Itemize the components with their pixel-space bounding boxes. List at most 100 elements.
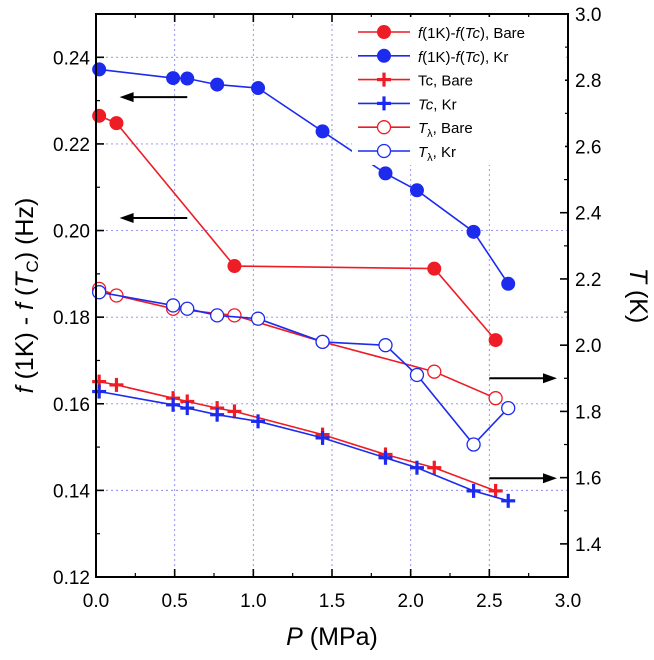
x-axis-title-unit: (MPa) [303, 623, 378, 651]
legend-item-tl_kr: Tλ, Kr [358, 143, 456, 164]
data-point-tl_kr [180, 301, 195, 316]
x-tick-label: 1.5 [319, 591, 345, 612]
data-point-tc_bare [227, 404, 242, 419]
data-point-tl_kr [165, 298, 181, 313]
data-point-tc_bare [109, 377, 124, 392]
series-line-tl_kr [98, 291, 509, 446]
yl-part-3: f [11, 300, 39, 310]
data-point-f_bare [109, 116, 124, 131]
y-right-tick-label: 1.6 [575, 469, 601, 490]
legend-label: f(1K)-f(Tc), Bare [418, 25, 525, 42]
data-point-tc_kr [251, 414, 266, 429]
data-point-f_kr [378, 166, 393, 181]
y-right-tick-label: 2.0 [575, 336, 601, 357]
grid [96, 14, 568, 577]
series-tc_kr [92, 384, 516, 508]
data-point-tc_bare [488, 483, 503, 498]
legend-label-part: Tc [418, 96, 434, 113]
yl-part-2: (1K) - [11, 310, 39, 386]
data-point-tl_kr [501, 400, 516, 416]
legend-label-part: λ [427, 128, 433, 140]
y-right-tick-label: 2.8 [575, 71, 601, 92]
legend-label-part: ), Bare [480, 25, 525, 42]
data-point-tl_kr [466, 437, 481, 452]
data-point-f_bare [227, 259, 242, 274]
yl-part-6: C [23, 260, 42, 272]
data-point-tl_bare [427, 364, 442, 379]
legend-label-part: , Bare [433, 120, 473, 137]
data-point-f_kr [409, 183, 424, 198]
y-right-tick-label: 3.0 [575, 5, 601, 26]
legend-item-tl_bare: Tλ, Bare [358, 120, 473, 140]
series-tc_bare [92, 374, 503, 498]
series-tl_kr [91, 285, 516, 452]
data-point-tl_bare [227, 308, 242, 323]
data-point-tl_kr [315, 334, 330, 350]
series-layer [91, 62, 516, 508]
arrow-right-annotation [489, 473, 557, 484]
y-right-tick-label: 1.4 [575, 535, 602, 556]
x-tick-label: 1.0 [240, 591, 266, 612]
data-point-f_kr [92, 62, 107, 77]
data-point-f_kr [466, 224, 481, 239]
y-left-tick-label: 0.24 [53, 48, 90, 69]
y-left-tick-label: 0.14 [53, 481, 90, 502]
series-tl_bare [91, 281, 503, 406]
data-point-f_kr [180, 71, 195, 86]
data-point-tl_kr [250, 311, 266, 326]
data-point-tc_kr [501, 493, 516, 508]
tick-labels: 0.0 0.5 1.0 1.5 2.0 2.5 3.0 0.12 0.14 0.16 0.18 0.2… [53, 5, 602, 612]
x-axis-title: P (MPa) [286, 623, 378, 651]
data-point-tc_kr [210, 407, 225, 422]
legend-label: Tλ, Kr [418, 144, 456, 164]
x-tick-label: 2.5 [476, 591, 502, 612]
legend-label-part: Tc [465, 49, 481, 66]
legend-item-tc_bare: Tc, Bare [358, 72, 473, 90]
data-point-tl_bare [488, 391, 503, 406]
legend-label-part: f [418, 25, 424, 42]
arrow-right-annotation [489, 373, 557, 384]
yl-part-4: ( [11, 287, 39, 303]
data-point-tc_kr [315, 430, 330, 445]
x-tick-label: 3.0 [555, 591, 581, 612]
data-point-f_kr [315, 124, 330, 139]
legend-label-part: (1K)- [422, 49, 455, 66]
data-point-tl_kr [378, 338, 393, 353]
yl-part-5: T [11, 271, 39, 288]
data-point-tc_kr [92, 384, 107, 399]
legend-background [352, 17, 565, 165]
series-line-tc_bare [98, 380, 496, 492]
data-point-tc_kr [466, 483, 481, 498]
y-right-tick-label: 2.6 [575, 137, 601, 158]
y-left-tick-label: 0.22 [53, 135, 90, 156]
yr-part-2: (K) [624, 283, 652, 323]
legend-item-f_bare: f(1K)-f(Tc), Bare [358, 25, 525, 42]
data-point-f_kr [251, 81, 266, 96]
legend-label-part: f [418, 49, 424, 66]
legend-label-part: , Kr [433, 96, 456, 113]
y-left-tick-label: 0.16 [53, 395, 90, 416]
legend-marker [377, 48, 391, 63]
data-point-f_kr [166, 71, 181, 86]
data-point-f_bare [488, 333, 503, 348]
series-line-tl_bare [98, 288, 496, 399]
x-tick-label: 0.0 [83, 591, 109, 612]
data-point-f_bare [92, 108, 107, 123]
y-right-tick-label: 1.8 [575, 402, 601, 423]
x-tick-label: 2.0 [397, 591, 423, 612]
series-line-tc_kr [98, 390, 509, 502]
yl-part-1: f [11, 383, 39, 393]
y-left-tick-label: 0.12 [53, 568, 90, 589]
data-point-f_kr [210, 77, 225, 92]
data-point-tc_kr [378, 450, 393, 465]
data-point-f_kr [501, 276, 516, 291]
legend-label-part: ( [460, 49, 465, 66]
legend-marker [377, 72, 391, 87]
legend-label-part: λ [427, 152, 433, 164]
arrow-left-annotation [119, 92, 188, 103]
legend-label-part: Tc, Bare [418, 73, 473, 90]
x-axis-title-var: P [286, 623, 303, 651]
legend-label-part: f [456, 25, 462, 42]
